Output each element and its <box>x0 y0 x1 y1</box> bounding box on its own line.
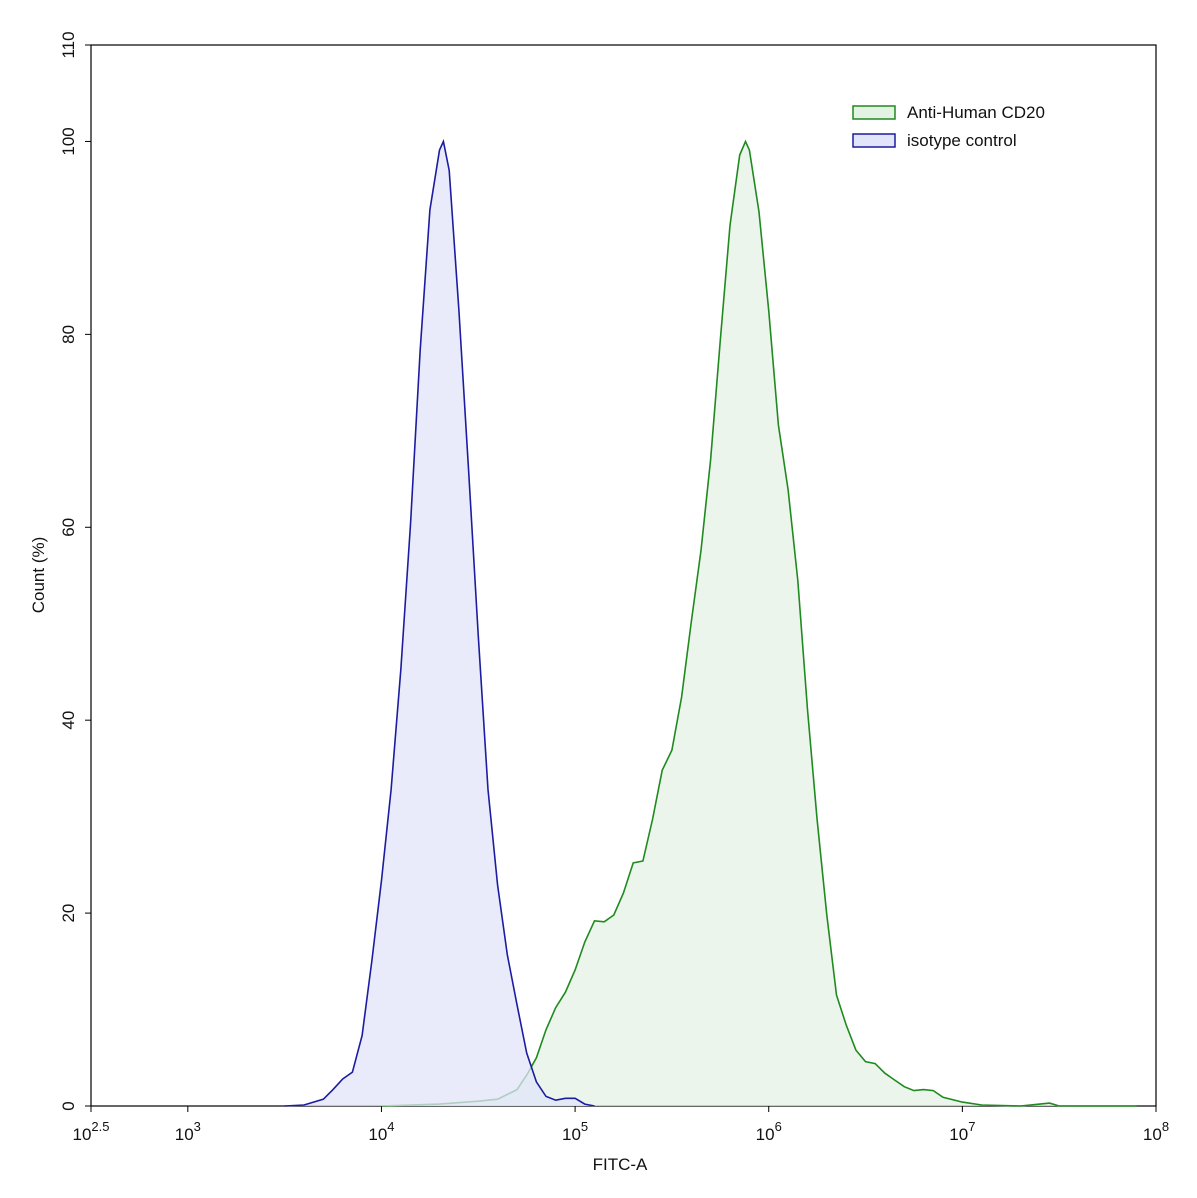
legend-label: Anti-Human CD20 <box>907 103 1045 122</box>
x-tick-base: 10 <box>562 1125 581 1144</box>
x-tick-exponent: 6 <box>775 1119 782 1134</box>
x-tick-label: 108 <box>1143 1119 1169 1144</box>
series-area <box>381 141 1137 1106</box>
x-tick-label: 106 <box>756 1119 782 1144</box>
y-axis-title: Count (%) <box>29 537 48 614</box>
y-tick-label: 40 <box>59 711 78 730</box>
x-tick-base: 10 <box>756 1125 775 1144</box>
x-tick-exponent: 7 <box>968 1119 975 1134</box>
x-tick-base: 10 <box>368 1125 387 1144</box>
x-axis-title: FITC-A <box>593 1155 648 1174</box>
y-tick-label: 80 <box>59 325 78 344</box>
y-tick-label: 0 <box>59 1101 78 1110</box>
x-tick-exponent: 4 <box>387 1119 394 1134</box>
legend-swatch <box>852 133 896 148</box>
x-tick-exponent: 5 <box>581 1119 588 1134</box>
legend-label: isotype control <box>907 131 1017 150</box>
x-tick-label: 103 <box>175 1119 201 1144</box>
y-tick-label: 110 <box>59 31 78 58</box>
series-line <box>381 139 1137 1107</box>
x-tick-exponent: 8 <box>1162 1119 1169 1134</box>
x-tick-label: 102.5 <box>73 1119 110 1144</box>
x-tick-label: 105 <box>562 1119 588 1144</box>
series-line <box>284 138 595 1107</box>
series-area <box>284 141 595 1106</box>
x-tick-base: 10 <box>73 1125 92 1144</box>
y-tick-label: 60 <box>59 518 78 537</box>
x-tick-base: 10 <box>1143 1125 1162 1144</box>
x-tick-base: 10 <box>949 1125 968 1144</box>
x-tick-label: 107 <box>949 1119 975 1144</box>
x-tick-exponent: 2.5 <box>91 1119 109 1134</box>
x-tick-label: 104 <box>368 1119 394 1144</box>
legend-swatch <box>852 105 896 120</box>
x-tick-exponent: 3 <box>194 1119 201 1134</box>
y-tick-label: 20 <box>59 904 78 923</box>
x-tick-base: 10 <box>175 1125 194 1144</box>
y-tick-label: 100 <box>59 127 78 155</box>
